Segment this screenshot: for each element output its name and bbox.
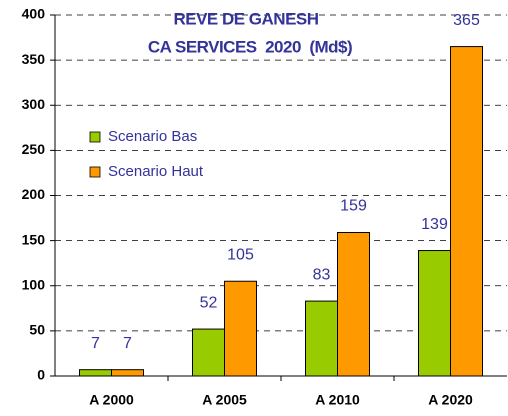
bar bbox=[192, 328, 225, 377]
y-tick-label: 0 bbox=[37, 367, 45, 383]
chart-subtitle: CA SERVICES 2020 (Md$) bbox=[148, 37, 352, 56]
y-tick-label: 350 bbox=[22, 51, 46, 67]
chart-title: REVE DE GANESH bbox=[173, 9, 318, 28]
legend-swatch bbox=[89, 131, 101, 143]
legend-swatch bbox=[89, 166, 101, 178]
x-tick-label: A 2005 bbox=[202, 392, 247, 408]
y-tick-label: 150 bbox=[22, 231, 46, 247]
y-tick-label: 200 bbox=[22, 186, 46, 202]
bar bbox=[111, 369, 144, 377]
value-label: 159 bbox=[340, 198, 367, 215]
bar bbox=[79, 369, 112, 377]
y-tick-label: 300 bbox=[22, 96, 46, 112]
y-tick-label: 400 bbox=[22, 6, 46, 22]
x-tick-label: A 2020 bbox=[428, 392, 473, 408]
bar bbox=[450, 46, 483, 377]
value-label: 7 bbox=[123, 335, 132, 352]
value-label: 365 bbox=[453, 12, 480, 29]
legend-label: Scenario Haut bbox=[108, 163, 204, 180]
y-tick-label: 100 bbox=[22, 276, 46, 292]
legend-label: Scenario Bas bbox=[108, 128, 197, 145]
bar bbox=[305, 300, 338, 377]
value-label: 7 bbox=[91, 335, 100, 352]
value-label: 139 bbox=[421, 216, 448, 233]
y-tick-label: 250 bbox=[22, 141, 46, 157]
value-label: 83 bbox=[313, 266, 331, 283]
bar bbox=[337, 232, 370, 377]
x-tick-label: A 2010 bbox=[315, 392, 360, 408]
bar bbox=[224, 280, 257, 377]
bar bbox=[418, 250, 451, 377]
value-label: 105 bbox=[227, 246, 254, 263]
x-tick-label: A 2000 bbox=[89, 392, 134, 408]
value-label: 52 bbox=[200, 294, 218, 311]
y-tick-label: 50 bbox=[29, 322, 45, 338]
